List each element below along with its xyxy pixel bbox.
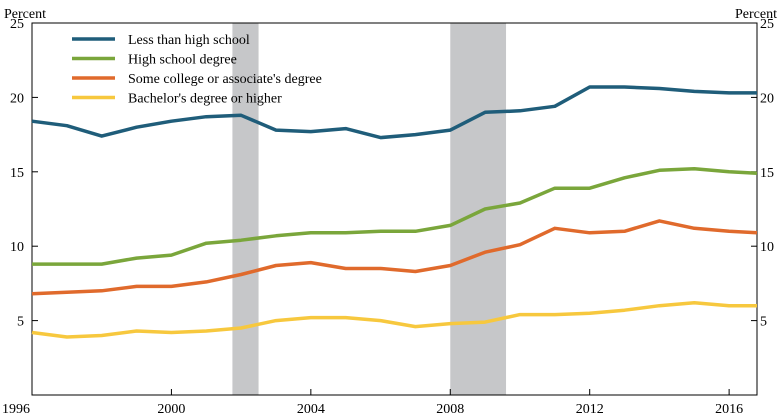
series-line-1 xyxy=(31,85,757,140)
legend-label-4: Bachelor's degree or higher xyxy=(128,92,282,107)
series-line-4 xyxy=(31,300,757,339)
right-y-tick-label: 10 xyxy=(760,240,774,255)
x-tick-label: 2012 xyxy=(576,402,604,417)
series-line-2 xyxy=(32,167,758,266)
left-y-tick-label: 25 xyxy=(10,17,24,32)
legend-label-2: High school degree xyxy=(128,53,237,68)
x-tick-label: 1996 xyxy=(2,402,30,417)
x-axis: 1996 2000 2004 2008 2012 2016 xyxy=(2,389,743,417)
legend: Less than high school High school degree S… xyxy=(72,33,322,107)
recession-band-2 xyxy=(450,23,507,395)
left-y-tick-label: 5 xyxy=(17,315,24,330)
plot-frame xyxy=(31,22,758,396)
left-axis-unit-label: Percent xyxy=(4,7,46,22)
legend-label-1: Less than high school xyxy=(128,33,250,48)
left-y-axis: 5 10 15 20 25 xyxy=(10,17,38,330)
x-tick-label: 2008 xyxy=(436,402,464,417)
left-y-tick-label: 10 xyxy=(10,240,24,255)
right-y-tick-label: 15 xyxy=(760,166,774,181)
recession-shading xyxy=(232,23,507,395)
recession-band-1 xyxy=(232,23,259,395)
x-tick-label: 2000 xyxy=(157,402,185,417)
series-line-3 xyxy=(31,219,758,296)
x-tick-label: 2016 xyxy=(715,402,743,417)
left-y-tick-label: 15 xyxy=(10,166,24,181)
legend-label-3: Some college or associate's degree xyxy=(128,72,322,87)
right-y-tick-label: 5 xyxy=(760,315,767,330)
x-tick-label: 2004 xyxy=(297,402,325,417)
right-y-tick-label: 20 xyxy=(760,91,774,106)
left-y-tick-label: 20 xyxy=(10,91,24,106)
series-lines xyxy=(31,85,758,339)
right-axis-unit-label: Percent xyxy=(735,7,777,22)
right-y-tick-label: 25 xyxy=(760,17,774,32)
